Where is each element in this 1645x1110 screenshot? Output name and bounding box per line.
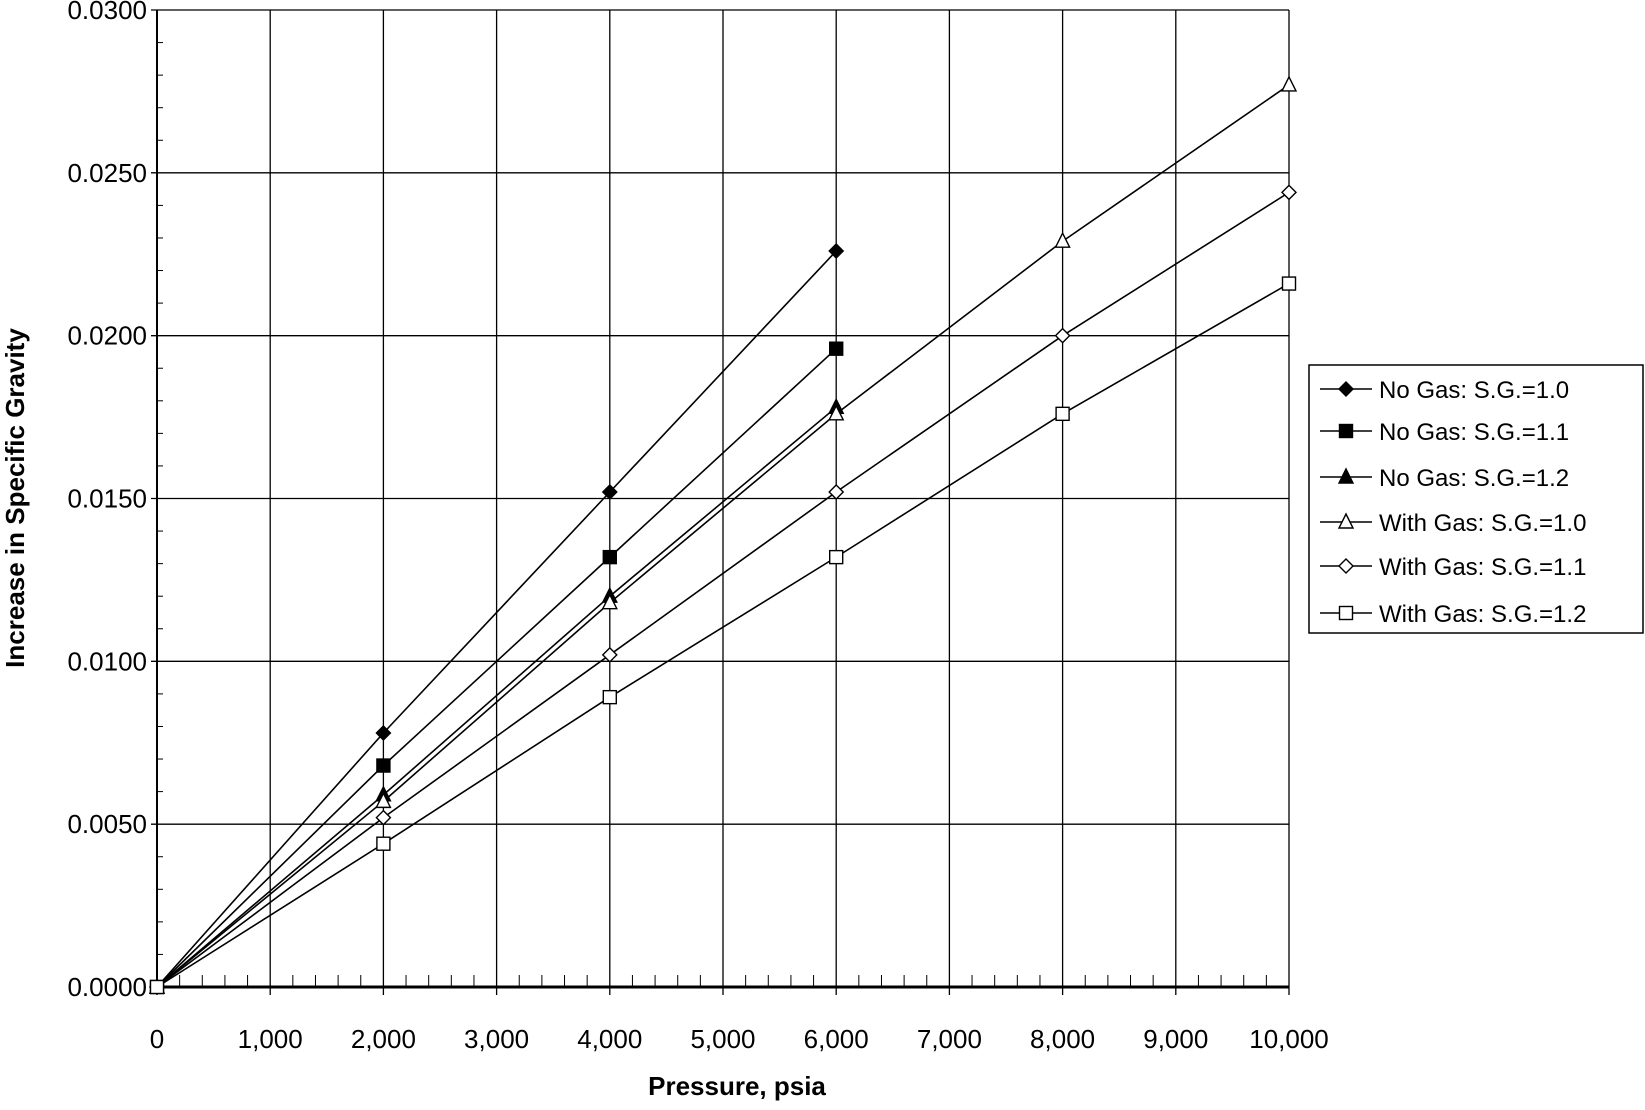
- data-point-diamond: [1054, 327, 1071, 344]
- x-tick-label: 9,000: [1143, 1024, 1208, 1054]
- data-point-square: [1338, 605, 1354, 621]
- series-line: [156, 406, 837, 988]
- series-group: [148, 75, 1298, 995]
- series-line: [156, 191, 1290, 988]
- y-tick-label: 0.0200: [67, 321, 147, 351]
- series-line: [156, 84, 1290, 988]
- data-point-triangle: [1337, 467, 1355, 484]
- legend-label: With Gas: S.G.=1.1: [1379, 554, 1586, 581]
- data-point-diamond: [828, 483, 845, 500]
- data-point-diamond: [828, 243, 845, 259]
- series-line: [156, 250, 837, 988]
- data-point-square: [376, 758, 391, 773]
- data-point-diamond: [375, 724, 392, 741]
- ticks: 0 1,000 2,000 3,000 4,000 5,000 6,000 7,000 8,00…: [67, 0, 1328, 1054]
- legend-label: No Gas: S.G.=1.2: [1379, 465, 1569, 492]
- data-point-diamond: [1338, 558, 1354, 574]
- x-tick-label: 10,000: [1249, 1024, 1329, 1054]
- legend-label: With Gas: S.G.=1.0: [1379, 510, 1586, 537]
- y-tick-label: 0.0300: [67, 0, 147, 25]
- legend: No Gas: S.G.=1.0 No Gas: S.G.=1.1 No Gas: …: [1308, 364, 1644, 634]
- data-point-square: [602, 689, 617, 705]
- x-tick-label: 6,000: [804, 1024, 869, 1054]
- series-line: [156, 282, 1290, 988]
- y-tick-label: 0.0000: [67, 972, 147, 1002]
- data-point-diamond: [601, 483, 618, 500]
- y-tick-label: 0.0050: [67, 809, 147, 839]
- series-line: [156, 348, 837, 988]
- data-point-square: [829, 341, 844, 356]
- series-with-gas-s-g-1-2: [149, 276, 1297, 995]
- legend-label: No Gas: S.G.=1.1: [1379, 419, 1569, 446]
- y-tick-label: 0.0250: [67, 158, 147, 188]
- x-tick-label: 4,000: [577, 1024, 642, 1054]
- data-point-square: [1338, 423, 1354, 439]
- data-point-triangle: [375, 791, 392, 809]
- y-axis-title: Increase in Specific Gravity: [0, 328, 30, 668]
- data-point-triangle: [1280, 75, 1298, 92]
- data-point-triangle: [1054, 231, 1071, 248]
- x-tick-label: 0: [150, 1024, 164, 1054]
- data-point-square: [602, 549, 617, 565]
- legend-item: With Gas: S.G.=1.2: [1320, 601, 1586, 628]
- data-point-diamond: [1338, 381, 1354, 397]
- legend-item: With Gas: S.G.=1.1: [1320, 554, 1586, 581]
- data-point-triangle: [1337, 512, 1355, 529]
- y-tick-label: 0.0150: [67, 484, 147, 514]
- legend-label: No Gas: S.G.=1.0: [1379, 377, 1569, 404]
- data-point-diamond: [375, 809, 392, 826]
- x-axis-title: Pressure, psia: [648, 1071, 826, 1101]
- x-tick-label: 2,000: [351, 1024, 416, 1054]
- data-point-square: [149, 979, 165, 995]
- x-tick-label: 1,000: [238, 1024, 303, 1054]
- data-point-square: [376, 836, 391, 851]
- data-point-triangle: [828, 404, 845, 421]
- data-point-square: [1281, 276, 1297, 291]
- y-tick-label: 0.0100: [67, 646, 147, 676]
- legend-item: No Gas: S.G.=1.1: [1320, 419, 1569, 446]
- legend-label: With Gas: S.G.=1.2: [1379, 601, 1586, 628]
- legend-item: No Gas: S.G.=1.0: [1320, 377, 1569, 404]
- data-point-diamond: [1281, 184, 1297, 201]
- legend-item: With Gas: S.G.=1.0: [1320, 510, 1586, 537]
- legend-item: No Gas: S.G.=1.2: [1320, 465, 1569, 492]
- data-point-diamond: [601, 646, 618, 663]
- legend-box: [1308, 364, 1644, 634]
- x-tick-label: 8,000: [1030, 1024, 1095, 1054]
- x-tick-label: 7,000: [917, 1024, 982, 1054]
- data-point-square: [829, 549, 844, 565]
- data-point-square: [1055, 406, 1070, 422]
- x-tick-label: 5,000: [690, 1024, 755, 1054]
- data-point-triangle: [601, 593, 618, 610]
- x-tick-label: 3,000: [464, 1024, 529, 1054]
